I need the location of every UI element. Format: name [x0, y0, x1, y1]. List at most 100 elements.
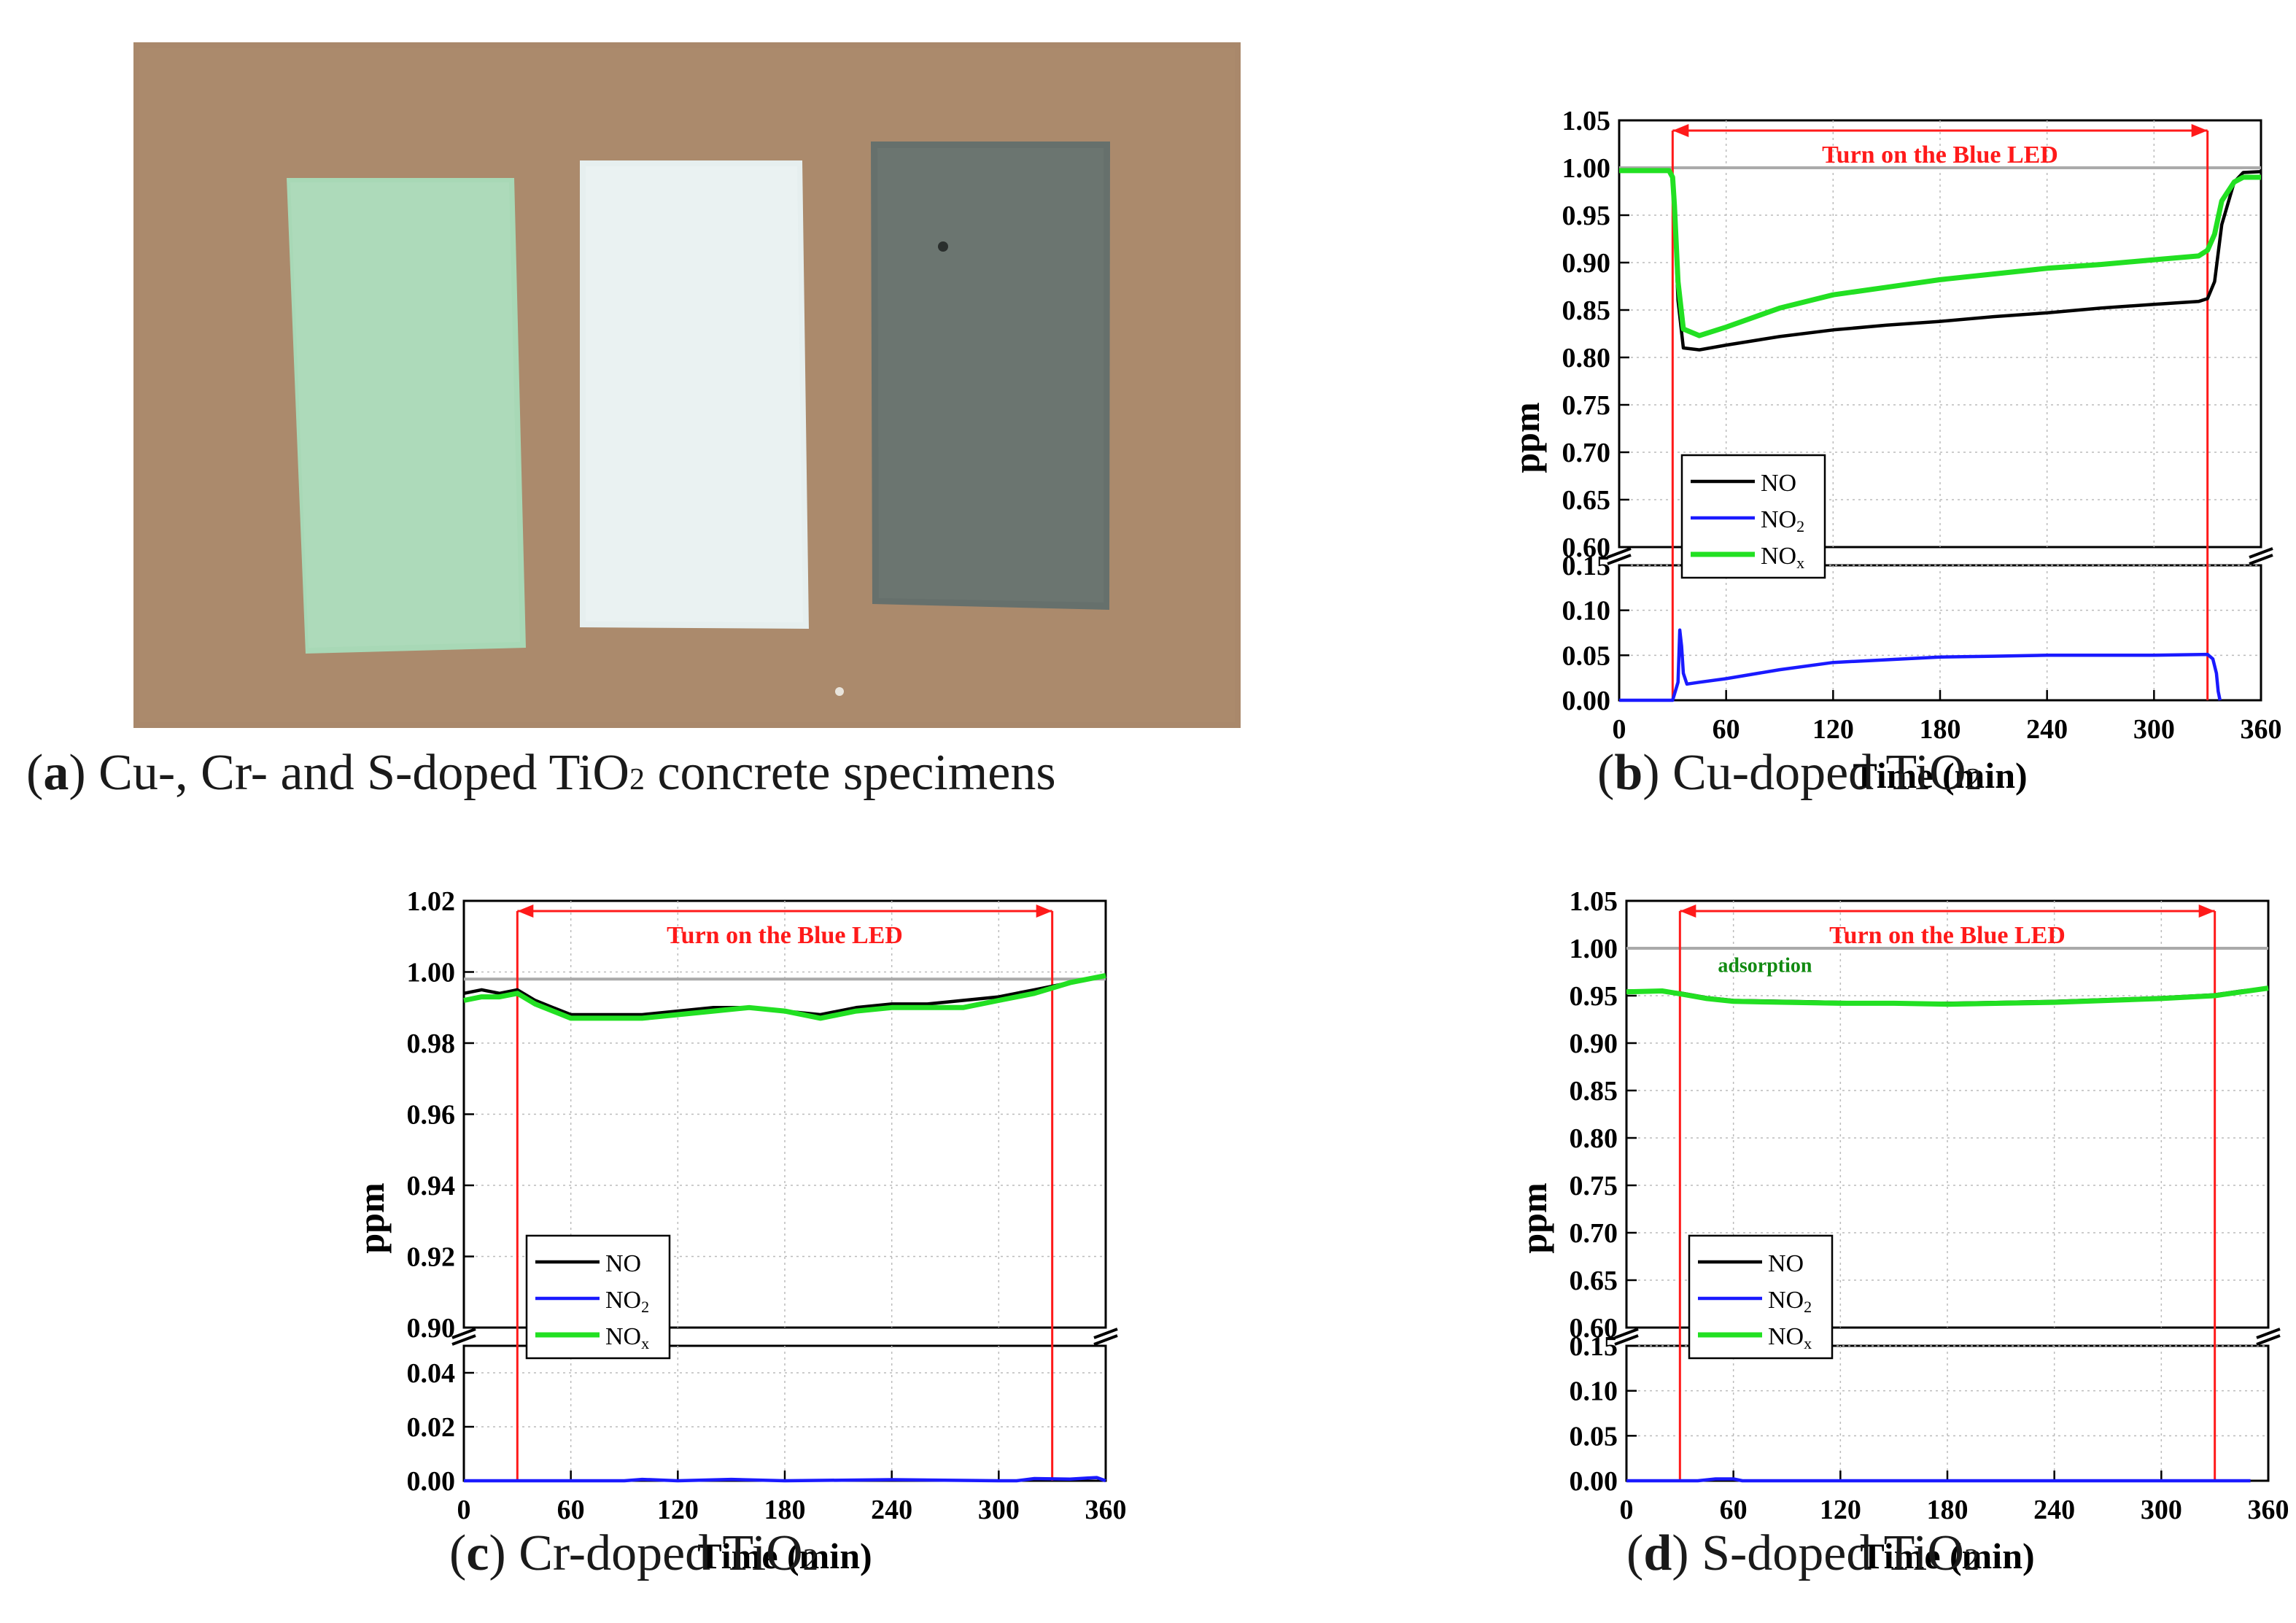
- y-tick-label: 0.94: [407, 1171, 456, 1201]
- legend-label-no: NO: [1768, 1250, 1804, 1277]
- chart-cu-doped: 0.60 0.65 0.70 0.75 0.80 0.85 0.90 0.95 1.00 1.05…: [1506, 106, 2282, 796]
- caption-b-text: Cu-doped TiO: [1672, 745, 1966, 801]
- caption-a-post: concrete specimens: [644, 745, 1056, 801]
- y-tick-label: 0.04: [407, 1358, 456, 1389]
- axis-break-mark: [1614, 1328, 1639, 1339]
- axis-break-mark: [1614, 1334, 1639, 1346]
- y-tick-label: 0.15: [1562, 551, 1611, 581]
- legend-subscript: x: [1804, 1334, 1812, 1352]
- y-tick-label: 0.65: [1562, 485, 1611, 516]
- led-annotation: Turn on the Blue LED: [1829, 922, 2066, 949]
- cr-doped-specimen-highlight: [586, 166, 803, 622]
- caption-a: (a) Cu-, Cr- and S-doped TiO2 concrete s…: [26, 745, 1056, 801]
- specimen-photo: [133, 42, 1241, 728]
- x-tick-label: 180: [764, 1495, 806, 1525]
- y-tick-label: 0.00: [407, 1466, 456, 1497]
- x-tick-label: 360: [1085, 1495, 1127, 1525]
- x-axis-title: Time (min): [1860, 1535, 2034, 1576]
- caption-a-sub: 2: [629, 763, 645, 797]
- arrow-head-left: [1680, 905, 1696, 918]
- legend-label-no2: NO2: [605, 1287, 649, 1316]
- chart-cr-doped: 0.90 0.92 0.94 0.96 0.98 1.00 1.02 0.00 0.02 0.04…: [351, 886, 1127, 1576]
- x-tick-label: 360: [2241, 714, 2282, 745]
- axis-break-mark: [2249, 554, 2273, 565]
- y-tick-label: 0.60: [1570, 1313, 1618, 1344]
- axis-break-mark: [451, 1334, 476, 1346]
- y-tick-label: 0.10: [1562, 596, 1611, 627]
- y-tick-label: 0.92: [407, 1242, 456, 1273]
- y-tick-label: 0.60: [1562, 532, 1611, 563]
- y-tick-label: 1.00: [1570, 934, 1618, 964]
- y-tick-label: 0.96: [407, 1100, 456, 1131]
- axis-break-mark: [1607, 554, 1632, 565]
- caption-b-sub: 2: [1966, 763, 1982, 797]
- led-annotation: Turn on the Blue LED: [667, 922, 903, 949]
- y-tick-label: 1.00: [407, 958, 456, 988]
- y-tick-label: 0.05: [1570, 1421, 1618, 1452]
- arrow-head-right: [1036, 905, 1052, 918]
- y-tick-label: 0.02: [407, 1412, 456, 1443]
- y-tick-label: 0.65: [1570, 1266, 1618, 1296]
- caption-d-text: S-doped TiO: [1702, 1525, 1964, 1581]
- x-tick-label: 120: [1812, 714, 1854, 745]
- y-tick-label: 0.75: [1562, 390, 1611, 421]
- caption-c-sub: 2: [802, 1543, 818, 1577]
- arrow-head-left: [1672, 124, 1689, 137]
- y-tick-label: 1.05: [1562, 106, 1611, 136]
- legend-subscript: 2: [1804, 1298, 1812, 1316]
- y-tick-label: 0.70: [1562, 438, 1611, 468]
- x-tick-label: 0: [1613, 714, 1626, 745]
- x-tick-label: 0: [457, 1495, 471, 1525]
- legend-label-no: NO: [605, 1250, 641, 1277]
- lower-plot-frame: [462, 1344, 1107, 1482]
- y-tick-label: 0.85: [1570, 1076, 1618, 1107]
- axis-break-mark: [2256, 1334, 2281, 1346]
- x-tick-label: 180: [1927, 1495, 1969, 1525]
- caption-c: (c) Cr-doped TiO2: [449, 1525, 818, 1581]
- y-tick-label: 0.00: [1562, 686, 1611, 716]
- x-tick-label: 120: [1820, 1495, 1861, 1525]
- y-tick-label: 0.90: [407, 1313, 456, 1344]
- series-line-no2: [1626, 1477, 2251, 1483]
- legend-subscript: x: [641, 1334, 649, 1352]
- x-tick-label: 180: [1920, 714, 1961, 745]
- series-line-nox: [463, 972, 1106, 1021]
- series-line-nox: [1619, 168, 2261, 338]
- x-tick-label: 60: [557, 1495, 585, 1525]
- x-axis-title: Time (min): [1853, 755, 2027, 796]
- y-tick-label: 0.10: [1570, 1376, 1618, 1407]
- axis-break-mark: [2249, 547, 2273, 559]
- led-annotation: Turn on the Blue LED: [1822, 142, 2058, 169]
- y-axis-title: ppm: [1506, 402, 1547, 473]
- caption-b-letter: b: [1614, 745, 1643, 801]
- x-axis-title: Time (min): [697, 1535, 872, 1576]
- debris-speck: [835, 687, 844, 696]
- x-tick-label: 60: [1713, 714, 1740, 745]
- axis-break-mark: [1093, 1334, 1118, 1346]
- axis-break-mark: [451, 1328, 476, 1339]
- y-tick-label: 0.90: [1570, 1029, 1618, 1059]
- x-tick-label: 120: [657, 1495, 699, 1525]
- y-tick-label: 0.75: [1570, 1171, 1618, 1201]
- series-line-no2: [464, 1476, 1106, 1483]
- x-tick-label: 240: [2033, 1495, 2075, 1525]
- caption-d: (d) S-doped TiO2: [1626, 1525, 1979, 1581]
- y-tick-label: 1.05: [1570, 886, 1618, 917]
- caption-d-sub: 2: [1963, 1543, 1979, 1577]
- caption-a-letter: a: [43, 745, 69, 801]
- y-axis-title: ppm: [351, 1182, 392, 1253]
- arrow-head-right: [2191, 124, 2208, 137]
- caption-c-text: Cr-doped TiO: [519, 1525, 803, 1581]
- y-tick-label: 0.95: [1562, 201, 1611, 231]
- series-line-nox: [1626, 985, 2269, 1007]
- legend-subscript: 2: [641, 1298, 649, 1316]
- arrow-head-right: [2198, 905, 2215, 918]
- caption-d-letter: d: [1643, 1525, 1672, 1581]
- y-tick-label: 0.15: [1570, 1331, 1618, 1362]
- caption-a-text: Cu-, Cr- and S-doped TiO: [98, 745, 629, 801]
- y-tick-label: 1.02: [407, 886, 456, 917]
- axis-break-mark: [1093, 1328, 1118, 1339]
- y-tick-label: 0.90: [1562, 248, 1611, 279]
- x-tick-label: 240: [871, 1495, 912, 1525]
- y-tick-label: 0.95: [1570, 981, 1618, 1012]
